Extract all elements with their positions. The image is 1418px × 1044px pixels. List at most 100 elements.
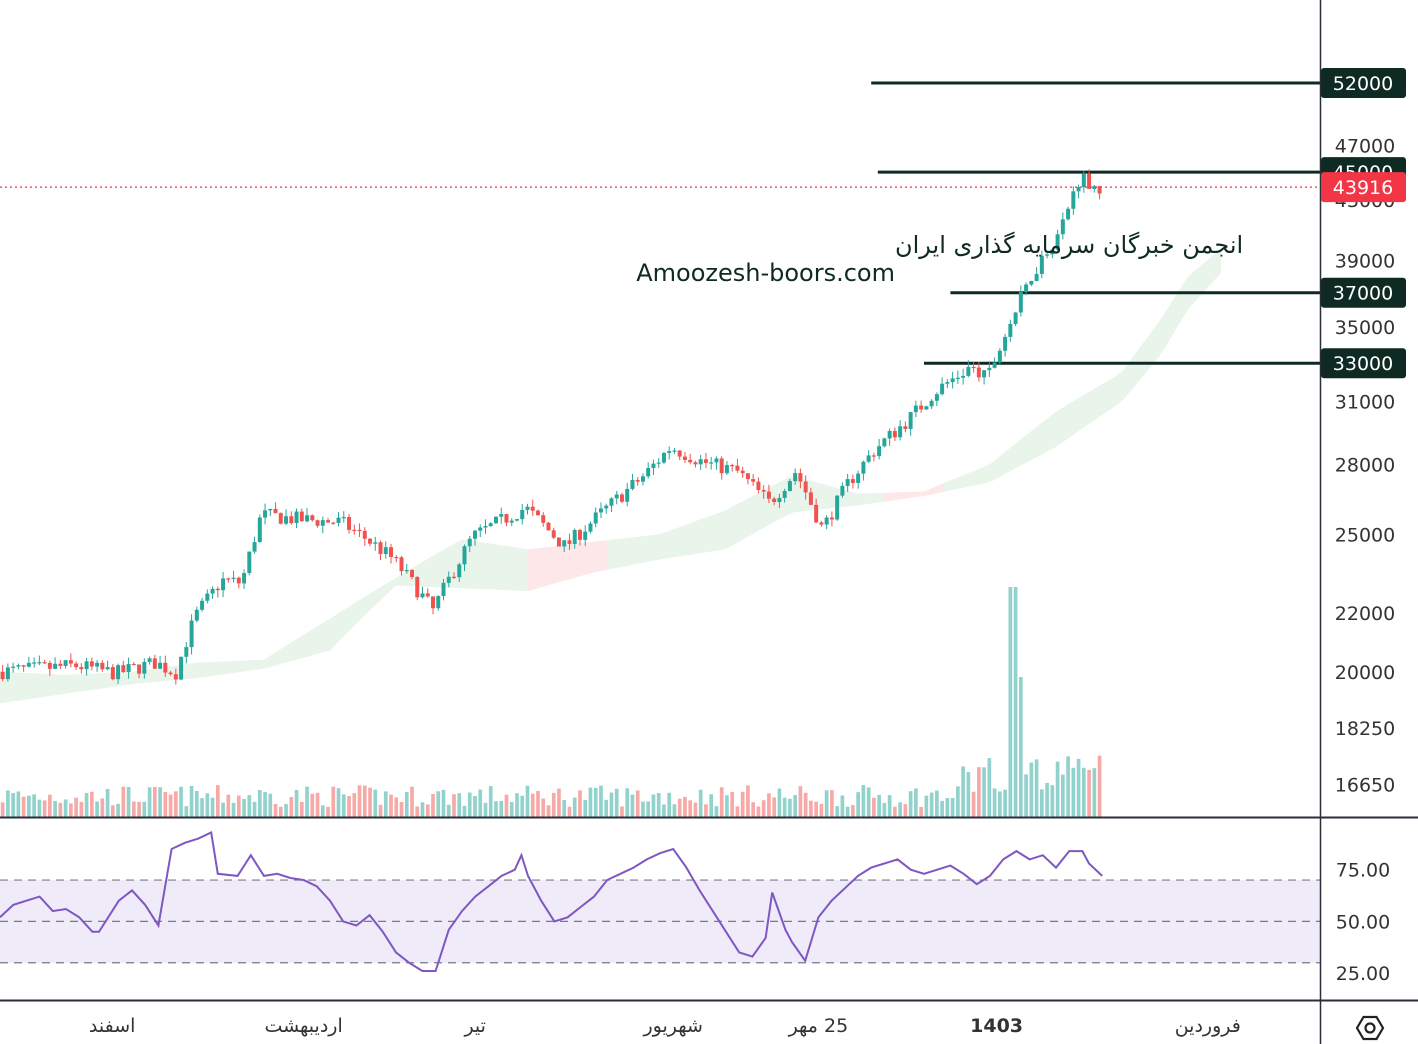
volume-bar [856, 792, 860, 817]
volume-bar [887, 795, 892, 817]
time-axis-label: 1403 [970, 1015, 1023, 1037]
candle-body [200, 600, 205, 610]
volume-bar [341, 794, 346, 817]
candle-body [593, 512, 598, 524]
candle [79, 663, 84, 674]
candle [803, 475, 808, 500]
candle-body [861, 461, 866, 474]
candle-body [572, 529, 577, 544]
candle-body [730, 465, 735, 467]
volume-bar [824, 790, 829, 817]
candle-body [1045, 254, 1050, 256]
cloud-segment [0, 539, 528, 704]
candle [698, 454, 703, 470]
candle [21, 664, 26, 672]
watermark: انجمن خبرگان سرمایه گذاری ایران Amoozesh… [636, 231, 1243, 287]
volume-bar [704, 804, 708, 817]
candle [210, 586, 215, 599]
volume-bar [1066, 756, 1070, 817]
volume-bar [551, 792, 556, 817]
volume-bar [998, 791, 1002, 817]
volume-bar [415, 806, 420, 817]
candle-body [394, 557, 399, 559]
volume-bar [452, 794, 456, 817]
candle [142, 658, 147, 679]
volume-bar [467, 792, 472, 817]
volume-bar [168, 794, 173, 817]
candle-body [273, 508, 278, 514]
candle [1039, 250, 1044, 279]
candle-body [21, 665, 26, 667]
volume-bar [389, 794, 393, 817]
candle-body [525, 506, 530, 510]
volume-bar [494, 801, 498, 817]
candle [514, 518, 519, 522]
candle [1029, 280, 1034, 287]
candle-body [919, 405, 924, 410]
volume-bar [1055, 761, 1060, 817]
candle-body [509, 520, 514, 523]
candle [593, 507, 598, 528]
candle-body [336, 517, 341, 523]
candle [924, 405, 929, 410]
time-axis[interactable]: اسفند اردیبهشت تیر شهریور 25 مهر 1403 فروردین [89, 1015, 1241, 1037]
rsi-axis[interactable]: 25.00 50.00 75.00 [1336, 860, 1390, 985]
candle-body [299, 511, 304, 522]
candle-body [368, 538, 373, 544]
candle [284, 509, 289, 526]
candle-body [210, 588, 215, 594]
volume-bar [714, 806, 719, 817]
volume-bar [478, 789, 483, 817]
candle [373, 536, 378, 551]
candle [735, 458, 740, 473]
candle-body [908, 412, 913, 430]
volume-bar [1097, 755, 1102, 817]
candle [798, 468, 803, 489]
volume-bar [299, 801, 304, 817]
candle [32, 657, 37, 668]
candle-body [1018, 292, 1023, 313]
candle-body [457, 564, 462, 578]
candle [347, 514, 352, 534]
watermark-line1: انجمن خبرگان سرمایه گذاری ایران [895, 231, 1243, 259]
candle-body [1071, 191, 1076, 209]
candle [1003, 333, 1008, 357]
volume-bar [851, 805, 855, 817]
candle [1092, 184, 1097, 193]
price-axis[interactable]: 16650 18250 20000 22000 25000 28000 31000 35000… [1335, 135, 1395, 796]
candle-body [326, 520, 331, 523]
volume-bar [284, 804, 288, 817]
candle-body [724, 465, 729, 474]
candle-body [215, 588, 220, 591]
volume-bar [635, 790, 640, 817]
candle-body [787, 481, 792, 491]
volume-bar [257, 789, 262, 817]
price-tick-label: 20000 [1335, 662, 1395, 684]
candle-body [142, 661, 147, 674]
level-labels: 5200045000370003300043916 [1321, 68, 1406, 379]
candle-body [37, 662, 42, 664]
candle-body [79, 667, 84, 670]
candle-body [504, 514, 509, 523]
level-label-box [1321, 68, 1406, 99]
volume-bar [604, 799, 609, 817]
volume-bar [830, 790, 834, 817]
volume-bar [646, 801, 651, 817]
level-label-box [1321, 348, 1406, 379]
volume-bar [956, 786, 960, 817]
candle-body [714, 458, 719, 463]
volume-bar [221, 802, 225, 817]
candle-body [158, 662, 163, 669]
candle [383, 541, 388, 559]
candle [887, 428, 892, 446]
volume-bar [305, 786, 309, 817]
price-tick-label: 22000 [1335, 603, 1395, 625]
time-axis-label: اسفند [89, 1015, 136, 1037]
price-tick-label: 28000 [1335, 454, 1395, 476]
volume-bar [179, 786, 183, 817]
gear-icon[interactable] [1355, 1015, 1385, 1041]
candle-body [163, 662, 168, 673]
candle-body [362, 530, 367, 539]
volume-bar [525, 785, 530, 817]
